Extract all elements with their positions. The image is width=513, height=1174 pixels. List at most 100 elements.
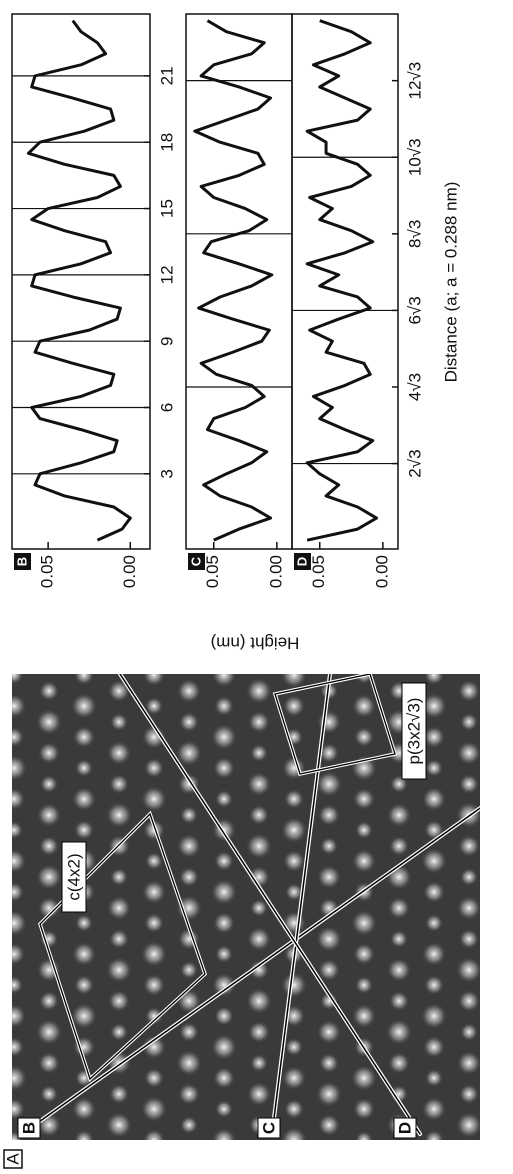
- atom-spot: [141, 786, 167, 812]
- atom-spot: [459, 774, 479, 794]
- atom-spot: [176, 740, 202, 766]
- atom-spot: [387, 958, 411, 982]
- atom-spot: [39, 681, 59, 701]
- atom-spot: [248, 711, 270, 733]
- atom-spot: [36, 1019, 62, 1045]
- atom-spot: [285, 883, 303, 901]
- line-label-box: [17, 1117, 41, 1139]
- line-label: B: [19, 1122, 38, 1134]
- atom-spot: [421, 848, 447, 874]
- atom-spot: [73, 726, 95, 748]
- atom-spot: [389, 836, 409, 856]
- atom-spot: [211, 724, 237, 750]
- x-tick-label: 2√3: [405, 449, 424, 477]
- atom-spot: [351, 1065, 377, 1091]
- atom-spot: [456, 1112, 480, 1138]
- atom-spot: [423, 881, 445, 903]
- profile-curve: [193, 19, 274, 542]
- atom-spot: [422, 942, 446, 966]
- y-tick-label: 0.00: [266, 555, 285, 588]
- atom-spot: [110, 1023, 128, 1041]
- atom-spot: [72, 787, 96, 811]
- atom-spot: [12, 821, 23, 839]
- atom-spot: [388, 1052, 410, 1074]
- atom-spot: [424, 674, 444, 685]
- atom-spot: [212, 973, 236, 997]
- atom-spot: [109, 929, 129, 949]
- atom-spot: [213, 912, 235, 934]
- atom-spot: [145, 697, 163, 715]
- atom-spot: [316, 771, 342, 797]
- figure-label-box: [3, 1149, 23, 1169]
- x-tick-label: 3: [157, 469, 176, 478]
- atom-spot: [247, 1082, 271, 1106]
- panel-label-box: [188, 553, 205, 570]
- atom-spot: [281, 817, 307, 843]
- atom-spot: [71, 1003, 97, 1029]
- atom-spot: [180, 806, 198, 824]
- atom-spot: [106, 802, 132, 828]
- atom-spot: [316, 926, 342, 952]
- atom-spot: [460, 868, 478, 886]
- atom-spot: [460, 713, 478, 731]
- panel-label: B: [14, 557, 29, 566]
- rotated-figure: A: [3, 13, 480, 1169]
- profile-curve: [26, 19, 132, 542]
- atom-spot: [74, 1130, 94, 1140]
- atom-spot: [246, 988, 272, 1014]
- atom-spot: [106, 957, 132, 983]
- atom-spot: [215, 945, 233, 963]
- atom-spot: [180, 651, 198, 669]
- atom-spot: [283, 850, 305, 872]
- plot-frame: [11, 13, 151, 550]
- y-axis-label: Height (nm): [211, 634, 300, 653]
- atom-spot: [12, 1065, 27, 1091]
- atom-spot: [319, 743, 339, 763]
- atom-spot: [388, 897, 410, 919]
- atom-spot: [317, 710, 341, 734]
- y-tick-label: 0.05: [203, 555, 222, 588]
- atom-spot: [318, 1114, 340, 1136]
- atom-spot: [211, 1034, 237, 1060]
- atom-spot: [178, 1083, 200, 1105]
- atom-spot: [317, 1020, 341, 1044]
- atom-spot: [213, 1067, 235, 1089]
- atom-spot: [145, 852, 163, 870]
- atom-spot: [249, 960, 269, 980]
- x-axis-label: Distance (a; a = 0.288 nm): [441, 182, 460, 383]
- unit-cell: [39, 812, 206, 1081]
- x-tick-label: 9: [157, 336, 176, 345]
- atom-spot: [144, 758, 164, 778]
- atom-spot: [459, 929, 479, 949]
- atom-spot: [106, 1112, 132, 1138]
- cell-label-box: [401, 682, 427, 780]
- line-label: C: [259, 1122, 278, 1134]
- atom-spot: [12, 976, 23, 994]
- profile-lines: [20, 674, 480, 1136]
- atom-spot: [40, 775, 58, 793]
- atom-spot: [422, 1097, 446, 1121]
- atom-spot: [211, 879, 237, 905]
- atom-spot: [425, 914, 443, 932]
- atom-spot: [39, 991, 59, 1011]
- plot-frame: [291, 13, 399, 550]
- line-label-box: [257, 1117, 281, 1139]
- atom-spot: [460, 1023, 478, 1041]
- atom-spot: [74, 674, 94, 685]
- atom-spot: [215, 1100, 233, 1118]
- atom-spot: [246, 833, 272, 859]
- atom-spot: [109, 1084, 129, 1104]
- y-tick-label: 0.05: [309, 555, 328, 588]
- profile-panel: C 0.00 0.05: [185, 13, 293, 588]
- atom-spot: [249, 805, 269, 825]
- atom-spot: [12, 788, 25, 810]
- atom-spot: [351, 910, 377, 936]
- atom-spot: [142, 1035, 166, 1059]
- x-tick-label: 6: [157, 403, 176, 412]
- stm-image: B C D c(4x2) p(3x2√3): [12, 651, 480, 1140]
- atom-spot: [353, 943, 375, 965]
- unit-cell: [274, 674, 396, 775]
- y-tick-label: 0.00: [372, 555, 391, 588]
- cell-label-box: [61, 841, 87, 913]
